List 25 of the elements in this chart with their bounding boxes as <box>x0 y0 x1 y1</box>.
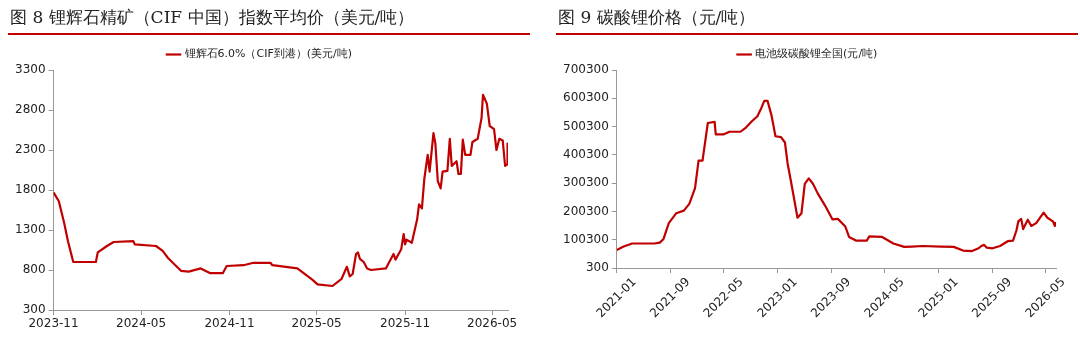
y-tick-label: 200300 <box>563 203 609 218</box>
x-tick-label: 2026-05 <box>467 316 518 331</box>
y-tick-label: 1300 <box>14 222 46 237</box>
y-tick-label: 800 <box>22 262 46 277</box>
y-tick-label: 500300 <box>563 118 609 133</box>
legend-label: 电池级碳酸锂全国(元/吨) <box>755 47 878 61</box>
x-tick-label: 2023-11 <box>28 316 79 331</box>
x-tick-label: 2024-05 <box>115 316 167 331</box>
y-tick-label: 100300 <box>563 231 609 246</box>
y-tick-label: 600300 <box>563 90 609 105</box>
chart-title: 图 8 锂辉石精矿（CIF 中国）指数平均价（美元/吨） <box>8 4 530 35</box>
y-tick-label: 2800 <box>14 102 46 117</box>
legend-label: 锂辉石6.0%（CIF到港）(美元/吨) <box>183 47 353 61</box>
x-tick-label: 2025-11 <box>380 316 431 331</box>
x-tick-label: 2025-05 <box>291 316 342 331</box>
y-tick-label: 1800 <box>14 182 46 197</box>
y-tick-label: 3300 <box>14 62 46 77</box>
y-tick-label: 300 <box>585 260 609 275</box>
y-tick-label: 700300 <box>563 62 609 77</box>
x-tick-label: 2024-11 <box>204 316 255 331</box>
y-tick-label: 300 <box>22 302 46 317</box>
y-tick-label: 400300 <box>563 146 609 161</box>
y-tick-label: 300300 <box>563 175 609 190</box>
chart-title: 图 9 碳酸锂价格（元/吨） <box>556 4 1078 35</box>
y-tick-label: 2300 <box>14 142 46 157</box>
